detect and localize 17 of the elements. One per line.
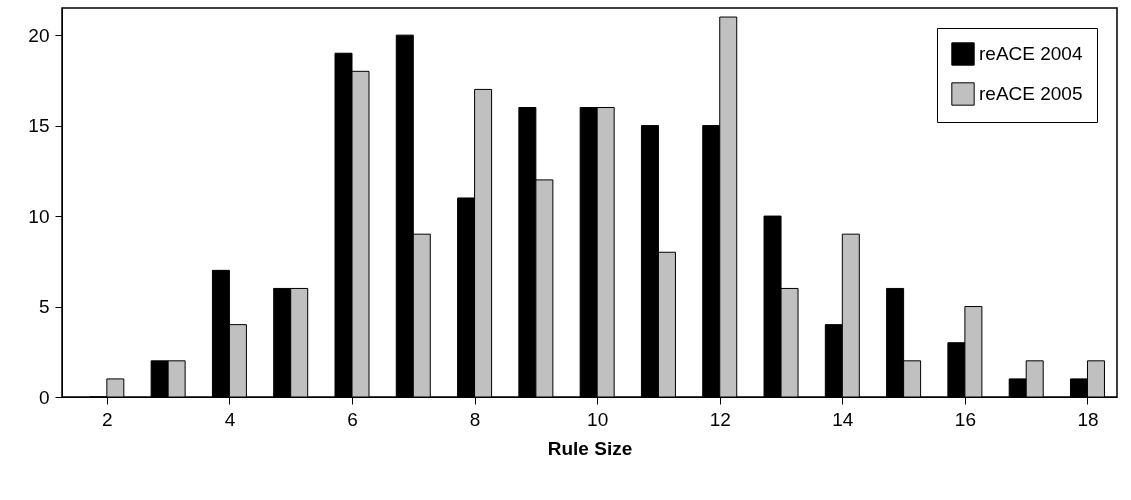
x-tick-label: 4 xyxy=(224,408,236,430)
x-tick-label: 2 xyxy=(102,408,113,430)
y-tick-label: 20 xyxy=(28,24,50,46)
x-tick-label: 14 xyxy=(832,408,854,430)
x-tick-label: 16 xyxy=(954,408,976,430)
x-tick-label: 12 xyxy=(709,408,731,430)
x-tick-label: 10 xyxy=(587,408,609,430)
legend-label: reACE 2004 xyxy=(979,43,1083,64)
y-tick-label: 0 xyxy=(38,386,50,408)
x-tick-label: 18 xyxy=(1077,408,1099,430)
legend-label: reACE 2005 xyxy=(979,83,1083,104)
x-axis-title: Rule Size xyxy=(547,437,633,459)
x-tick-label: 6 xyxy=(347,408,358,430)
y-tick-label: 5 xyxy=(38,296,50,318)
x-tick-label: 8 xyxy=(469,408,481,430)
y-tick-label: 15 xyxy=(28,115,50,137)
y-tick-label: 10 xyxy=(28,205,50,227)
